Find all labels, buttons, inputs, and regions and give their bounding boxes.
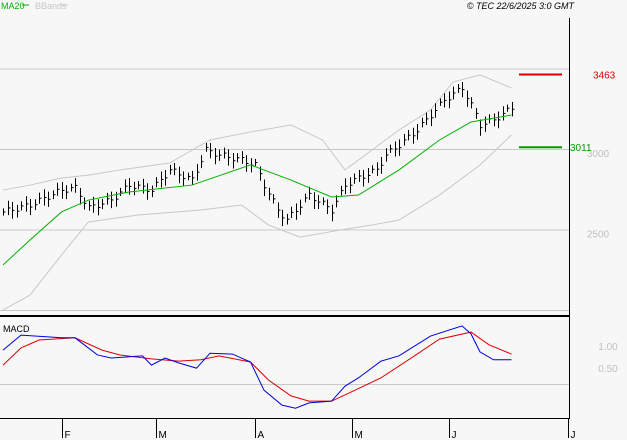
x-tick-label: M <box>159 430 167 440</box>
x-tick-label: A <box>258 430 265 440</box>
macd-line <box>2 325 512 409</box>
legend-bbands: BBands <box>35 1 67 11</box>
macd-label: MACD <box>3 324 30 334</box>
resistance-label: 3463 <box>593 70 616 81</box>
x-tick-label: F <box>65 430 71 440</box>
bollinger-lower-line <box>2 134 512 311</box>
ma20-line <box>2 114 512 266</box>
copyright-timestamp: © TEC 22/6/2025 3:0 GMT <box>467 1 576 11</box>
support-label: 3011 <box>570 143 592 154</box>
macd-tick-label: 0.50 <box>598 364 618 375</box>
macd-signal-line <box>2 331 512 402</box>
legend-ma20: MA20 <box>1 1 25 11</box>
price-tick-label: 3000 <box>587 149 610 160</box>
x-tick-label: J <box>452 430 457 440</box>
x-tick-label: J <box>571 430 576 440</box>
x-tick-label: M <box>355 430 363 440</box>
macd-tick-label: 1.00 <box>598 342 618 353</box>
price-tick-label: 2500 <box>587 230 610 241</box>
bollinger-upper-line <box>2 74 512 191</box>
